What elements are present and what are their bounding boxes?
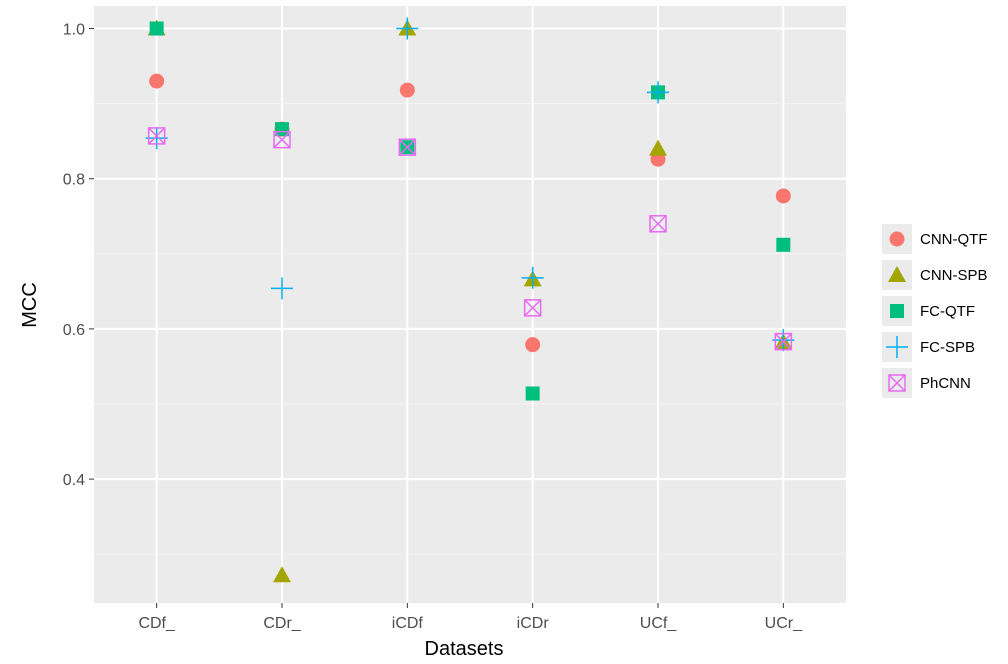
data-points — [145, 17, 795, 583]
legend-key-fc-spb — [886, 336, 908, 358]
point-cnn-spb — [273, 566, 291, 583]
x-tick-label: CDf_ — [138, 615, 176, 632]
x-axis-title: Datasets — [425, 638, 504, 660]
x-tick-label: CDr_ — [263, 615, 301, 632]
legend-key-cnn-spb — [888, 266, 906, 282]
point-fc-qtf — [525, 386, 540, 401]
y-axis-title: MCC — [19, 282, 41, 328]
panel-background — [94, 6, 846, 603]
legend-key-cnn-qtf — [889, 231, 905, 247]
legend-key-phcnn — [888, 374, 906, 392]
major-gridlines — [94, 6, 846, 603]
legend-label: CNN-SPB — [920, 267, 988, 284]
point-phcnn — [774, 332, 793, 351]
y-tick-label: 1.0 — [63, 22, 85, 39]
point-fc-spb — [521, 266, 544, 289]
point-fc-qtf — [275, 122, 289, 137]
point-fc-spb — [396, 17, 419, 40]
point-cnn-qtf — [149, 73, 165, 89]
point-phcnn — [649, 215, 667, 233]
x-tick-label: UCf_ — [640, 615, 678, 632]
point-cnn-spb — [649, 139, 667, 156]
x-tick-label: iCDr — [517, 615, 550, 632]
x-axis-ticks: CDf_ CDr_ iCDf iCDr UCf_ UCr_ — [138, 603, 803, 632]
y-tick-label: 0.4 — [63, 472, 85, 489]
point-fc-spb — [271, 277, 293, 300]
point-cnn-qtf — [399, 82, 415, 98]
y-tick-label: 0.6 — [63, 322, 85, 339]
legend-key-fc-qtf — [890, 304, 904, 318]
legend-label: FC-SPB — [920, 339, 975, 356]
point-cnn-qtf — [525, 337, 541, 353]
legend-label: CNN-QTF — [920, 231, 988, 248]
y-axis-ticks: 0.4 0.6 0.8 1.0 — [63, 22, 94, 489]
point-fc-qtf — [776, 237, 791, 252]
point-cnn-qtf — [775, 188, 791, 204]
point-phcnn — [147, 127, 166, 145]
x-tick-label: UCr_ — [765, 615, 803, 632]
point-phcnn — [523, 299, 542, 317]
legend-label: FC-QTF — [920, 303, 975, 320]
legend: CNN-QTF CNN-SPB FC-QTF FC-SPB PhCNN — [882, 224, 988, 398]
y-tick-label: 0.8 — [63, 172, 85, 189]
point-fc-spb — [647, 81, 669, 104]
x-tick-label: iCDf — [392, 615, 424, 632]
minor-gridlines — [94, 103, 846, 555]
point-fc-qtf — [149, 21, 164, 36]
point-phcnn — [398, 138, 417, 156]
point-phcnn — [273, 130, 291, 149]
legend-label: PhCNN — [920, 375, 971, 392]
